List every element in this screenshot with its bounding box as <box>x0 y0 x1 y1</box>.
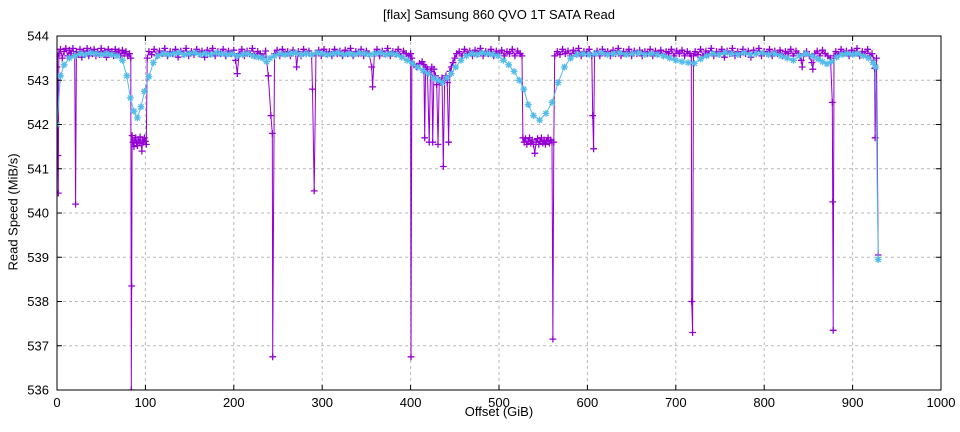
x-tick-label: 800 <box>753 395 775 410</box>
x-tick-label: 700 <box>665 395 687 410</box>
series-line <box>57 52 879 260</box>
y-tick-label: 538 <box>27 294 49 309</box>
x-axis-label: Offset (GiB) <box>464 404 534 419</box>
y-tick-label: 541 <box>27 161 49 176</box>
grid-lines <box>57 36 941 390</box>
x-tick-label: 1000 <box>927 395 956 410</box>
x-tick-label: 0 <box>53 395 60 410</box>
series-markers <box>57 45 882 390</box>
y-tick-label: 536 <box>27 383 49 398</box>
x-tick-label: 900 <box>842 395 864 410</box>
series-read-pass-plus-markers <box>57 45 882 390</box>
series-markers <box>57 49 882 263</box>
x-tick-label: 300 <box>311 395 333 410</box>
series-line <box>57 46 879 390</box>
y-tick-label: 537 <box>27 338 49 353</box>
y-tick-label: 539 <box>27 250 49 265</box>
y-tick-label: 543 <box>27 73 49 88</box>
y-tick-labels: 536 537 538 539 540 541 542 543 544 <box>27 29 49 398</box>
tick-marks <box>56 35 942 391</box>
y-tick-label: 544 <box>27 29 49 44</box>
x-tick-labels: 0 100 200 300 400 500 600 700 800 900 1000 <box>53 395 955 410</box>
x-tick-label: 100 <box>135 395 157 410</box>
y-tick-label: 540 <box>27 206 49 221</box>
chart-title: [flax] Samsung 860 QVO 1T SATA Read <box>383 7 615 22</box>
series-read-pass-asterisk-markers <box>57 49 882 263</box>
x-tick-label: 500 <box>488 395 510 410</box>
x-tick-label: 600 <box>577 395 599 410</box>
x-tick-label: 400 <box>400 395 422 410</box>
x-tick-label: 200 <box>223 395 245 410</box>
y-tick-label: 542 <box>27 117 49 132</box>
